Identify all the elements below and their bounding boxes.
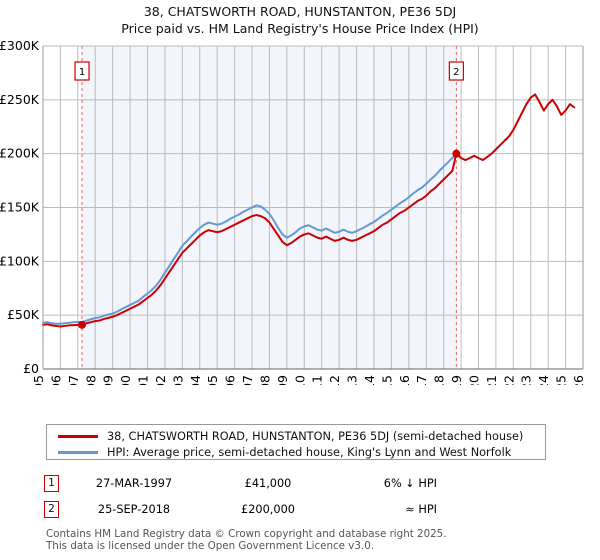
x-axis-tick-label: 2003: [170, 375, 185, 385]
transaction-price: £200,000: [241, 502, 295, 516]
y-axis-tick-label: £300K: [0, 40, 40, 53]
legend-swatch-hpi: [58, 451, 98, 454]
x-axis-tick-label: 2009: [275, 375, 290, 385]
x-axis-tick-label: 1998: [83, 375, 98, 385]
x-axis-tick-label: 1996: [48, 375, 63, 385]
transaction-hpi-relative: 6% ↓ HPI: [383, 476, 437, 490]
footer-line-2: This data is licensed under the Open Gov…: [46, 539, 375, 552]
series-line-hpi: [42, 153, 458, 325]
legend-label-hpi: HPI: Average price, semi-detached house,…: [107, 446, 512, 459]
table-row: 2 25-SEP-2018 £200,000 ≈ HPI: [44, 496, 464, 522]
x-axis-tick-label: 2006: [223, 375, 238, 385]
price-hpi-line-chart: £0£50K£100K£150K£200K£250K£300K199519961…: [0, 40, 586, 385]
sale-marker-box[interactable]: [448, 61, 464, 81]
x-axis-tick-label: 2023: [519, 375, 534, 385]
table-row: 1 27-MAR-1997 £41,000 6% ↓ HPI: [44, 470, 464, 496]
y-axis-tick-label: £200K: [0, 146, 40, 161]
y-axis-tick-label: £0: [23, 361, 39, 376]
y-axis-tick-label: £100K: [0, 253, 40, 268]
footer-line-1: Contains HM Land Registry data © Crown c…: [46, 528, 447, 540]
chart-title-line-1: 38, CHATSWORTH ROAD, HUNSTANTON, PE36 5D…: [143, 4, 457, 19]
page-title: 38, CHATSWORTH ROAD, HUNSTANTON, PE36 5D…: [0, 3, 600, 37]
x-axis-tick-label: 2001: [136, 375, 151, 385]
x-axis-tick-label: 2005: [205, 375, 220, 385]
x-axis-tick-label: 1997: [66, 375, 81, 385]
x-axis-tick-label: 2026: [571, 375, 586, 385]
x-axis-tick-label: 2024: [536, 375, 551, 385]
transaction-price: £41,000: [244, 476, 292, 490]
x-axis-tick-label: 2000: [118, 375, 133, 385]
x-axis-tick-label: 2021: [484, 375, 499, 385]
x-axis-tick-label: 2025: [554, 375, 569, 385]
chart-title-line-2: Price paid vs. HM Land Registry's House …: [121, 21, 479, 36]
x-axis-tick-label: 2016: [397, 375, 412, 385]
x-axis-tick-label: 2015: [379, 375, 394, 385]
x-axis-tick-label: 2007: [240, 375, 255, 385]
chart-legend: 38, CHATSWORTH ROAD, HUNSTANTON, PE36 5D…: [46, 424, 546, 460]
chart-plot-area: £0£50K£100K£150K£200K£250K£300K199519961…: [0, 40, 600, 385]
sale-marker-label: 1: [79, 67, 85, 78]
sale-point[interactable]: [452, 149, 461, 158]
x-axis-tick-label: 1995: [31, 375, 46, 385]
x-axis-tick-label: 2008: [257, 375, 272, 385]
y-axis-tick-label: £150K: [0, 200, 40, 215]
legend-label-price-paid: 38, CHATSWORTH ROAD, HUNSTANTON, PE36 5D…: [107, 430, 524, 443]
legend-item-price-paid: 38, CHATSWORTH ROAD, HUNSTANTON, PE36 5D…: [47, 429, 545, 444]
x-axis-tick-label: 2014: [362, 375, 377, 385]
x-axis-tick-label: 2011: [310, 375, 325, 385]
x-axis-tick-label: 2012: [327, 375, 342, 385]
x-axis-tick-label: 2013: [345, 375, 360, 385]
y-axis-tick-label: £250K: [0, 92, 40, 107]
x-axis-tick-label: 2020: [466, 375, 481, 385]
transactions-list: 1 27-MAR-1997 £41,000 6% ↓ HPI 2 25-SEP-…: [44, 470, 464, 522]
x-axis-tick-label: 2002: [153, 375, 168, 385]
x-axis-tick-label: 2017: [414, 375, 429, 385]
y-axis-tick-label: £50K: [7, 307, 40, 322]
legend-swatch-price-paid: [58, 435, 98, 438]
x-axis-tick-label: 2022: [501, 375, 516, 385]
x-axis-tick-label: 2004: [188, 375, 203, 385]
transaction-marker-2: 2: [44, 500, 59, 518]
sale-point[interactable]: [78, 320, 87, 329]
x-axis-tick-label: 1999: [101, 375, 116, 385]
x-axis-tick-label: 2018: [432, 375, 447, 385]
x-axis-tick-label: 2019: [449, 375, 464, 385]
transaction-date: 25-SEP-2018: [97, 502, 171, 516]
transaction-date: 27-MAR-1997: [95, 476, 173, 490]
x-axis-tick-label: 2010: [292, 375, 307, 385]
copyright-footer: Contains HM Land Registry data © Crown c…: [46, 528, 586, 552]
transaction-marker-1: 1: [44, 474, 59, 492]
transaction-hpi-relative: ≈ HPI: [405, 502, 437, 516]
series-line-price-paid: [42, 93, 576, 328]
sale-marker-box[interactable]: [74, 61, 90, 81]
legend-item-hpi: HPI: Average price, semi-detached house,…: [47, 445, 545, 460]
sale-marker-label: 2: [453, 67, 459, 78]
